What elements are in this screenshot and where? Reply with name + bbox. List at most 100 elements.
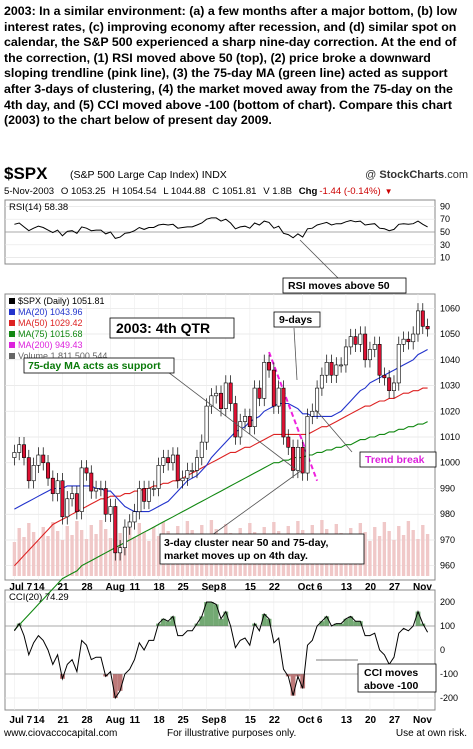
candle-body bbox=[31, 465, 36, 482]
volume-bar bbox=[99, 520, 103, 576]
volume-bar bbox=[55, 531, 60, 576]
footer-website[interactable]: www.ciovaccocapital.com bbox=[4, 728, 118, 739]
quote-change: -1.44 (-0.14%) bbox=[319, 186, 381, 197]
cci-positive-fill bbox=[353, 621, 358, 626]
candle-body bbox=[103, 488, 108, 515]
annotations: RSI moves above 50 2003: 4th QTR 9-days … bbox=[23, 239, 437, 693]
legend-entry: $SPX (Daily) 1051.81 bbox=[18, 296, 105, 306]
ma-support-label: 75-day MA acts as support bbox=[28, 360, 161, 372]
candle-body bbox=[142, 488, 147, 502]
rsi-callout-box bbox=[282, 277, 407, 294]
volume-bar bbox=[41, 527, 45, 576]
cci-line bbox=[13, 601, 429, 700]
candle-body bbox=[257, 387, 262, 399]
ticker-symbol: $SPX bbox=[4, 164, 48, 183]
candle-body bbox=[175, 454, 180, 482]
legend-entry: MA(75) 1015.68 bbox=[18, 329, 83, 339]
chart-header: $SPX (S&P 500 Large Cap Index) INDX @ St… bbox=[4, 164, 470, 188]
quote-date: 5-Nov-2003 bbox=[4, 186, 55, 197]
volume-bar bbox=[84, 539, 89, 576]
legend-swatch bbox=[9, 309, 15, 315]
ticker-description: (S&P 500 Large Cap Index) INDX bbox=[70, 169, 227, 181]
volume-bar bbox=[132, 537, 137, 576]
candle-body bbox=[65, 498, 70, 518]
cci-callout-box bbox=[357, 663, 437, 693]
candle-body bbox=[185, 470, 190, 479]
down-arrow-icon: ▼ bbox=[384, 187, 393, 196]
candle-body bbox=[74, 493, 79, 512]
cci-positive-fill bbox=[170, 616, 176, 626]
cci-positive-fill bbox=[324, 616, 330, 626]
volume-bar bbox=[363, 532, 367, 576]
candle-body bbox=[26, 457, 31, 482]
x-tick-label: Aug bbox=[105, 715, 124, 726]
candlesticks bbox=[12, 303, 430, 561]
price-tick-label: 970 bbox=[440, 535, 455, 545]
candle-body bbox=[70, 493, 75, 500]
candle-body bbox=[132, 511, 137, 523]
cci-positive-fill bbox=[420, 623, 426, 626]
cci-positive-fill bbox=[343, 618, 349, 626]
quote-change-label: Chg bbox=[298, 186, 318, 197]
cci-tick-label: 200 bbox=[440, 597, 455, 607]
volume-bar bbox=[17, 528, 21, 576]
candle-body bbox=[416, 310, 420, 335]
x-tick-label: 14 bbox=[33, 715, 45, 726]
volume-bar bbox=[46, 536, 50, 576]
quote-close: C 1051.81 bbox=[212, 186, 257, 197]
quote-open: O 1053.25 bbox=[60, 186, 106, 197]
brand-name: StockCharts bbox=[379, 169, 445, 181]
candle-body bbox=[55, 480, 60, 494]
volume-bar bbox=[31, 532, 36, 576]
rsi-label: RSI(14) 58.38 bbox=[9, 202, 68, 213]
price-tick-label: 980 bbox=[440, 509, 455, 519]
candle-body bbox=[372, 344, 377, 350]
candle-body bbox=[305, 416, 310, 474]
cluster-callout-line bbox=[207, 469, 303, 539]
x-tick-label: 22 bbox=[269, 715, 281, 726]
ma75-line bbox=[13, 421, 428, 631]
footer-illustrative: For illustrative purposes only. bbox=[167, 728, 297, 739]
price-tick-label: 960 bbox=[440, 561, 455, 571]
volume-bar bbox=[368, 541, 372, 576]
volume-bar bbox=[36, 541, 41, 576]
candle-body bbox=[204, 405, 209, 443]
quote-high: H 1054.54 bbox=[112, 186, 157, 197]
price-tick-label: 1040 bbox=[440, 355, 460, 365]
cci-positive-fill bbox=[194, 623, 200, 626]
x-tick-label: 18 bbox=[154, 582, 166, 593]
x-tick-label: 18 bbox=[154, 715, 166, 726]
cci-tick-label: 0 bbox=[440, 645, 445, 655]
price-tick-label: 1000 bbox=[440, 458, 460, 468]
volume-bar bbox=[89, 525, 93, 576]
candle-body bbox=[122, 526, 127, 548]
candle-body bbox=[406, 338, 411, 343]
cci-callout-line1: CCI moves bbox=[364, 667, 418, 679]
candle-body bbox=[281, 387, 286, 438]
candle-body bbox=[228, 382, 233, 404]
volume-bar bbox=[406, 521, 411, 576]
candle-body bbox=[310, 410, 315, 417]
x-tick-label: 11 bbox=[130, 715, 141, 726]
candle-body bbox=[170, 454, 175, 464]
candle-body bbox=[41, 454, 46, 464]
cci-tick-label: 100 bbox=[440, 621, 455, 631]
candle-body bbox=[319, 374, 324, 389]
nine-days-box bbox=[273, 311, 321, 328]
candle-body bbox=[252, 387, 257, 428]
x-tick-label: 28 bbox=[81, 582, 93, 593]
volume-bar bbox=[421, 525, 425, 576]
price-tick-label: 1060 bbox=[440, 303, 460, 313]
quote-volume: V 1.8B bbox=[263, 186, 293, 197]
cci-positive-fill bbox=[261, 614, 267, 626]
cci-positive-fill bbox=[266, 618, 272, 626]
rsi-tick-label: 30 bbox=[440, 240, 450, 250]
ma-support-box bbox=[23, 357, 175, 374]
candle-body bbox=[79, 467, 84, 512]
price-tick-label: 1020 bbox=[440, 406, 460, 416]
quarter-label: 2003: 4th QTR bbox=[116, 320, 210, 336]
cci-positive-fill bbox=[213, 604, 219, 626]
candle-body bbox=[46, 462, 51, 479]
volume-bar bbox=[387, 531, 391, 576]
